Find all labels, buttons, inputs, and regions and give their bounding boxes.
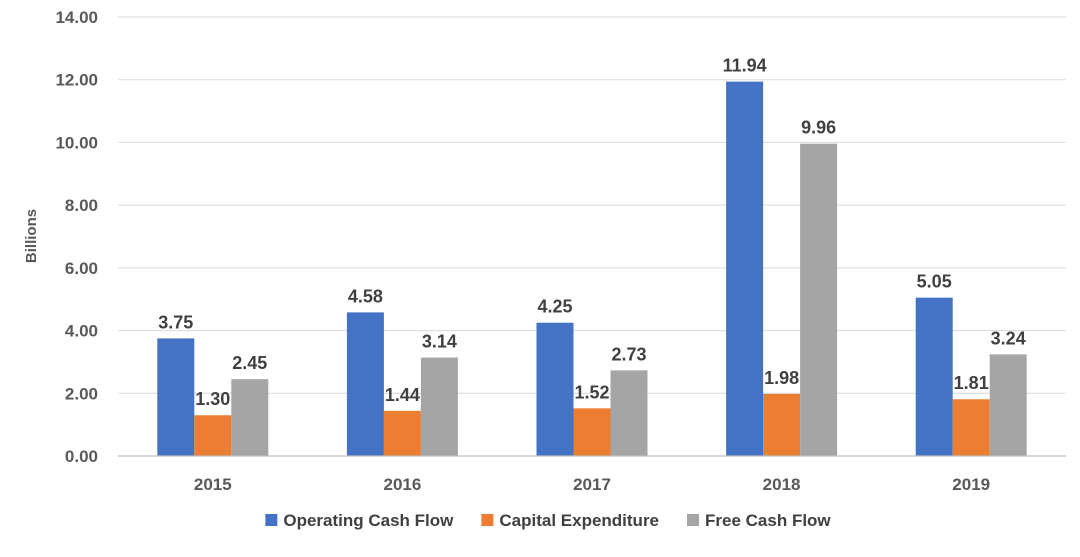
legend-label: Capital Expenditure <box>499 511 659 530</box>
bars <box>157 81 1027 457</box>
y-axis-title: Billions <box>23 209 40 263</box>
legend-item: Operating Cash Flow <box>265 511 454 530</box>
legend-item: Free Cash Flow <box>687 511 831 530</box>
y-tick-label: 12.00 <box>55 71 98 90</box>
x-tick-label: 2019 <box>952 475 990 494</box>
y-tick-label: 6.00 <box>65 259 98 278</box>
data-label: 3.14 <box>422 332 457 352</box>
legend-swatch <box>481 514 494 526</box>
data-label: 2.45 <box>232 353 267 373</box>
bar-operating-cash-flow-2015 <box>157 338 195 456</box>
y-tick-label: 14.00 <box>55 8 98 27</box>
bar-free-cash-flow-2017 <box>610 370 648 456</box>
bar-operating-cash-flow-2018 <box>726 81 764 457</box>
data-label: 2.73 <box>611 344 646 364</box>
bar-free-cash-flow-2016 <box>420 357 458 456</box>
x-tick-label: 2017 <box>573 475 611 494</box>
legend: Operating Cash Flow Capital Expenditure Fr… <box>265 511 831 530</box>
bar-capital-expenditure-2018 <box>763 393 801 456</box>
y-tick-label: 10.00 <box>55 133 98 152</box>
legend-swatch <box>265 514 278 526</box>
x-tick-label: 2018 <box>763 475 801 494</box>
data-label: 4.25 <box>537 297 572 317</box>
data-label: 5.05 <box>917 272 952 292</box>
data-label: 1.44 <box>385 385 420 405</box>
bar-capital-expenditure-2019 <box>952 399 990 456</box>
data-label: 3.24 <box>991 328 1026 348</box>
data-labels: 3.75 1.302.45 4.58 1.44 3.14 4.25 1.522.73 11.9… <box>158 56 1025 410</box>
y-tick-label: 0.00 <box>65 447 98 466</box>
data-label: 1.30 <box>195 389 230 409</box>
bar-free-cash-flow-2019 <box>989 354 1027 456</box>
bar-free-cash-flow-2015 <box>231 379 269 456</box>
bar-operating-cash-flow-2019 <box>915 297 953 456</box>
data-label: 9.96 <box>801 118 836 138</box>
bar-free-cash-flow-2018 <box>800 143 838 456</box>
y-axis-ticks: 0.00 2.00 4.00 6.00 8.00 10.00 12.00 14.00 <box>55 8 98 466</box>
data-label: 4.58 <box>348 286 383 306</box>
y-tick-label: 2.00 <box>65 384 98 403</box>
x-tick-label: 2016 <box>383 475 421 494</box>
bar-capital-expenditure-2017 <box>573 408 611 456</box>
data-label: 1.52 <box>574 382 609 402</box>
data-label: 1.81 <box>954 373 989 393</box>
y-tick-label: 4.00 <box>65 322 98 341</box>
bar-capital-expenditure-2015 <box>194 415 232 456</box>
legend-label: Operating Cash Flow <box>283 511 454 530</box>
bar-operating-cash-flow-2017 <box>536 322 574 456</box>
y-tick-label: 8.00 <box>65 196 98 215</box>
bar-capital-expenditure-2016 <box>383 410 421 456</box>
legend-item: Capital Expenditure <box>481 511 659 530</box>
data-label: 11.94 <box>723 56 767 76</box>
x-axis-ticks: 2015 2016 2017 2018 2019 <box>194 475 990 494</box>
data-label: 3.75 <box>158 312 193 332</box>
legend-swatch <box>687 514 700 526</box>
legend-label: Free Cash Flow <box>705 511 831 530</box>
bar-operating-cash-flow-2016 <box>346 312 384 456</box>
data-label: 1.98 <box>764 368 799 388</box>
x-tick-label: 2015 <box>194 475 232 494</box>
grid-lines <box>118 16 1066 394</box>
